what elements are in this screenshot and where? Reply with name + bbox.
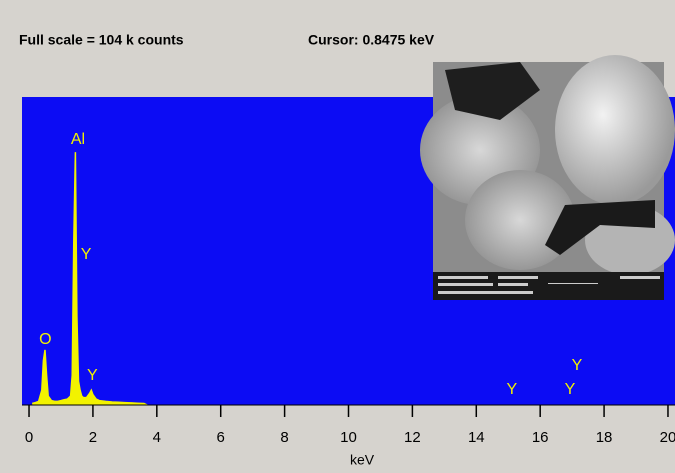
x-tick-label: 18	[596, 429, 613, 446]
x-tick-label: 20	[660, 429, 675, 446]
cursor-readout: Cursor: 0.8475 keV	[308, 32, 435, 48]
x-tick-label: 10	[340, 429, 357, 446]
x-tick-label: 4	[153, 429, 161, 446]
x-tick-label: 8	[280, 429, 288, 446]
x-tick-label: 16	[532, 429, 549, 446]
peak-label: Y	[572, 357, 583, 374]
peak-label: Al	[71, 131, 85, 148]
peak-label: Y	[81, 246, 92, 263]
x-axis-label: keV	[350, 452, 375, 468]
x-tick-label: 6	[217, 429, 225, 446]
x-tick-label: 14	[468, 429, 485, 446]
x-tick-label: 0	[25, 429, 33, 446]
spectrum-fill	[32, 152, 148, 405]
x-tick-label: 2	[89, 429, 97, 446]
x-tick-label: 12	[404, 429, 421, 446]
spectrum	[31, 152, 148, 406]
peak-label: Y	[87, 367, 98, 384]
sem-image	[420, 55, 675, 300]
full-scale: Full scale = 104 k counts	[19, 32, 184, 48]
peak-label: Y	[506, 381, 517, 398]
peak-label: O	[39, 331, 51, 348]
peak-label: Y	[565, 381, 576, 398]
